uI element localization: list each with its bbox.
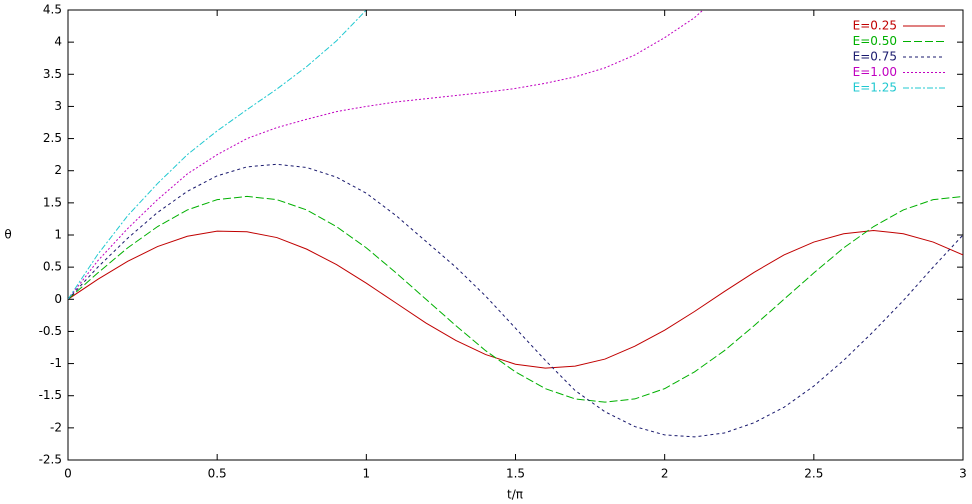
x-tick-label: 0 (64, 467, 72, 481)
y-tick-label: 0.5 (43, 260, 62, 274)
y-tick-label: -0.5 (39, 324, 62, 338)
x-tick-label: 2 (661, 467, 669, 481)
y-tick-label: 4.5 (43, 3, 62, 17)
x-axis-label: t/π (507, 488, 523, 502)
legend-label: E=1.25 (853, 81, 897, 95)
x-tick-label: 1 (363, 467, 371, 481)
x-tick-label: 3 (959, 467, 967, 481)
plot-area (68, 10, 963, 438)
y-tick-label: 3 (54, 99, 62, 113)
legend-label: E=1.00 (853, 65, 897, 79)
y-tick-label: -1 (50, 356, 62, 370)
y-tick-label: 2.5 (43, 131, 62, 145)
legend-label: E=0.75 (853, 50, 897, 64)
y-axis-label: θ (4, 228, 11, 242)
x-tick-label: 2.5 (804, 467, 823, 481)
y-tick-label: -2.5 (39, 453, 62, 467)
y-tick-label: -1.5 (39, 388, 62, 402)
x-tick-label: 1.5 (506, 467, 525, 481)
y-tick-label: 3.5 (43, 67, 62, 81)
plot-frame (67, 9, 964, 461)
series-line (68, 163, 963, 438)
y-tick-label: 1.5 (43, 195, 62, 209)
series-line (68, 10, 368, 300)
legend-label: E=0.50 (853, 34, 897, 48)
y-tick-label: 2 (54, 163, 62, 177)
y-tick-label: 4 (54, 35, 62, 49)
series-line (68, 229, 963, 369)
series-line (68, 10, 704, 300)
y-tick-label: 1 (54, 228, 62, 242)
y-tick-label: -2 (50, 420, 62, 434)
x-tick-label: 0.5 (208, 467, 227, 481)
series-line (68, 195, 963, 403)
y-tick-label: 0 (54, 292, 62, 306)
legend-label: E=0.25 (853, 19, 897, 33)
